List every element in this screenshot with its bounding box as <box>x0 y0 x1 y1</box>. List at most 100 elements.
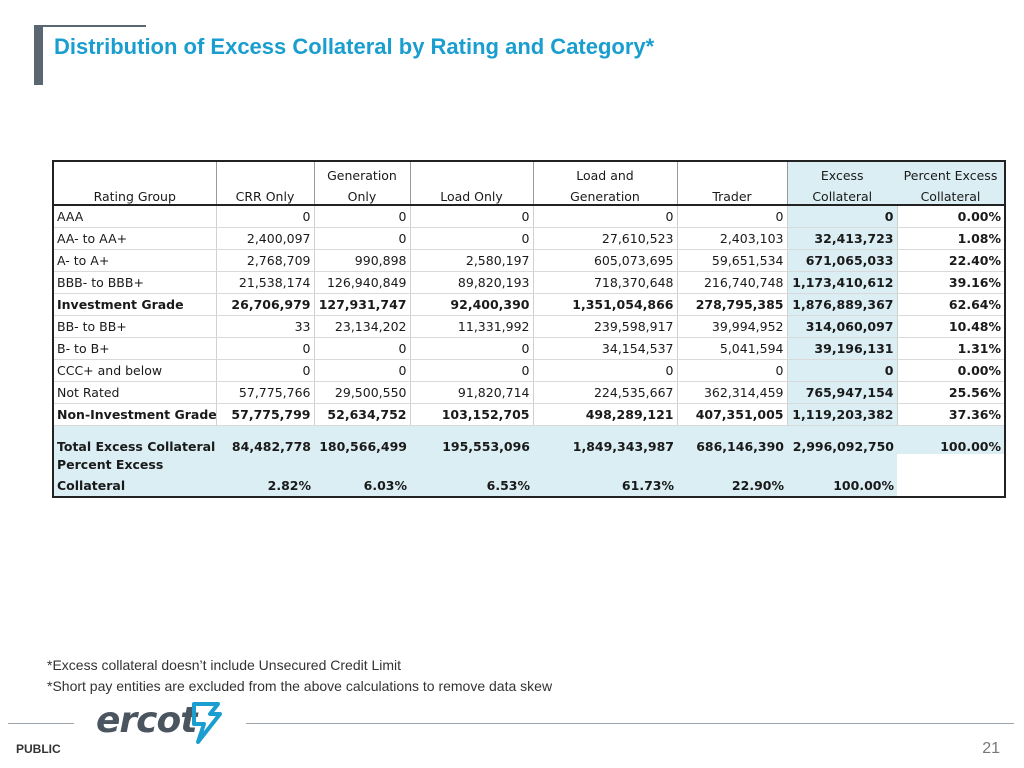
table-cell: 27,610,523 <box>532 227 677 250</box>
header-cell: Excess <box>786 161 897 183</box>
table-cell: 0 <box>532 359 677 382</box>
table-cell: 25.56% <box>896 381 1005 404</box>
table-cell: 407,351,005 <box>676 403 787 426</box>
table-cell: 0 <box>676 359 787 382</box>
footer-divider <box>8 723 74 724</box>
header-cell: Collateral <box>897 183 1005 206</box>
header-cell <box>409 161 533 183</box>
table-cell: 22.40% <box>896 249 1005 272</box>
table-cell: 6.53% <box>410 474 533 497</box>
empty-cell <box>787 454 897 474</box>
table-cell: 26,706,979 <box>215 293 314 316</box>
empty-cell <box>410 454 533 474</box>
table-cell: 23,134,202 <box>313 315 410 338</box>
table-cell: 57,775,766 <box>215 381 314 404</box>
table-row: Non-Investment Grade 57,775,799 52,634,752… <box>53 403 1005 426</box>
table-cell: 2.82% <box>216 474 314 497</box>
table-cell: 92,400,390 <box>409 293 533 316</box>
row-label: B- to B+ <box>53 337 216 360</box>
row-label: Total Excess Collateral <box>53 425 216 454</box>
table-cell: 39,196,131 <box>786 337 897 360</box>
table-cell: 11,331,992 <box>409 315 533 338</box>
table-cell: 314,060,097 <box>786 315 897 338</box>
table-cell: 498,289,121 <box>532 403 677 426</box>
row-label: A- to A+ <box>53 249 216 272</box>
table-cell: 0 <box>313 337 410 360</box>
header-cell: Load and <box>532 161 677 183</box>
table-cell: 91,820,714 <box>409 381 533 404</box>
table-cell: 2,403,103 <box>676 227 787 250</box>
table-cell: 990,898 <box>313 249 410 272</box>
table-cell: 100.00% <box>897 425 1005 454</box>
row-label: AAA <box>53 205 216 228</box>
table-cell: 718,370,648 <box>532 271 677 294</box>
table-cell: 0 <box>409 337 533 360</box>
empty-cell <box>533 454 677 474</box>
row-label: Not Rated <box>53 381 216 404</box>
header-cell: Load Only <box>409 183 533 206</box>
table-cell: 37.36% <box>896 403 1005 426</box>
table-cell: 57,775,799 <box>215 403 314 426</box>
table-cell: 686,146,390 <box>677 425 787 454</box>
page-number: 21 <box>982 740 1000 757</box>
table-cell: 2,580,197 <box>409 249 533 272</box>
table-cell: 239,598,917 <box>532 315 677 338</box>
table-cell: 127,931,747 <box>313 293 410 316</box>
collateral-table: Generation Load and Excess Percent Exces… <box>52 160 1006 498</box>
table-row: Not Rated 57,775,766 29,500,550 91,820,714 2… <box>53 381 1005 404</box>
table-row: CCC+ and below 0 0 0 0 0 0 0.00% <box>53 359 1005 382</box>
percent-row: Collateral 2.82% 6.03% 6.53% 61.73% 22.9… <box>53 474 1005 497</box>
header-cell: Generation <box>532 183 677 206</box>
header-cell: Only <box>313 183 410 206</box>
empty-cell <box>314 454 410 474</box>
row-label: Investment Grade <box>53 293 216 316</box>
table-cell: 39.16% <box>896 271 1005 294</box>
row-label: Non-Investment Grade <box>53 403 216 426</box>
table-row: Investment Grade 26,706,979 127,931,747 92,… <box>53 293 1005 316</box>
table-cell: 52,634,752 <box>313 403 410 426</box>
header-cell <box>53 161 216 183</box>
table-cell: 32,413,723 <box>786 227 897 250</box>
table-cell: 278,795,385 <box>676 293 787 316</box>
header-row-1: Generation Load and Excess Percent Exces… <box>53 161 1005 183</box>
table-cell: 605,073,695 <box>532 249 677 272</box>
table-cell: 0 <box>215 359 314 382</box>
title-accent-line <box>34 25 146 27</box>
table-cell: 1,876,889,367 <box>786 293 897 316</box>
header-cell: Rating Group <box>53 183 216 206</box>
table-cell: 2,996,092,750 <box>787 425 897 454</box>
table-cell: 1,351,054,866 <box>532 293 677 316</box>
table-cell: 1,849,343,987 <box>533 425 677 454</box>
table-cell: 362,314,459 <box>676 381 787 404</box>
row-label: AA- to AA+ <box>53 227 216 250</box>
table-row: A- to A+ 2,768,709 990,898 2,580,197 605,073… <box>53 249 1005 272</box>
table-cell: 224,535,667 <box>532 381 677 404</box>
table-cell: 39,994,952 <box>676 315 787 338</box>
ercot-logo: ercot <box>96 700 197 741</box>
table-cell: 22.90% <box>677 474 787 497</box>
table-cell: 34,154,537 <box>532 337 677 360</box>
table-row: BBB- to BBB+ 21,538,174 126,940,849 89,820,… <box>53 271 1005 294</box>
table-cell: 0 <box>409 359 533 382</box>
footnotes: *Excess collateral doesn’t include Unsec… <box>47 655 552 697</box>
empty-cell <box>897 474 1005 497</box>
table-cell: 195,553,096 <box>410 425 533 454</box>
header-cell <box>215 161 314 183</box>
table-cell: 5,041,594 <box>676 337 787 360</box>
table-cell: 100.00% <box>787 474 897 497</box>
table-cell: 89,820,193 <box>409 271 533 294</box>
table-cell: 0 <box>215 205 314 228</box>
table-cell: 62.64% <box>896 293 1005 316</box>
header-cell: Generation <box>313 161 410 183</box>
table-cell: 0 <box>215 337 314 360</box>
ercot-bolt-icon <box>192 702 222 744</box>
table-cell: 0.00% <box>896 359 1005 382</box>
footer-divider <box>246 723 1014 724</box>
table-cell: 1.08% <box>896 227 1005 250</box>
footnote: *Short pay entities are excluded from th… <box>47 678 553 694</box>
empty-cell <box>216 454 314 474</box>
title-accent-bar <box>34 25 43 85</box>
row-label: Collateral <box>53 474 216 497</box>
empty-cell <box>897 454 1005 474</box>
table-cell: 29,500,550 <box>313 381 410 404</box>
